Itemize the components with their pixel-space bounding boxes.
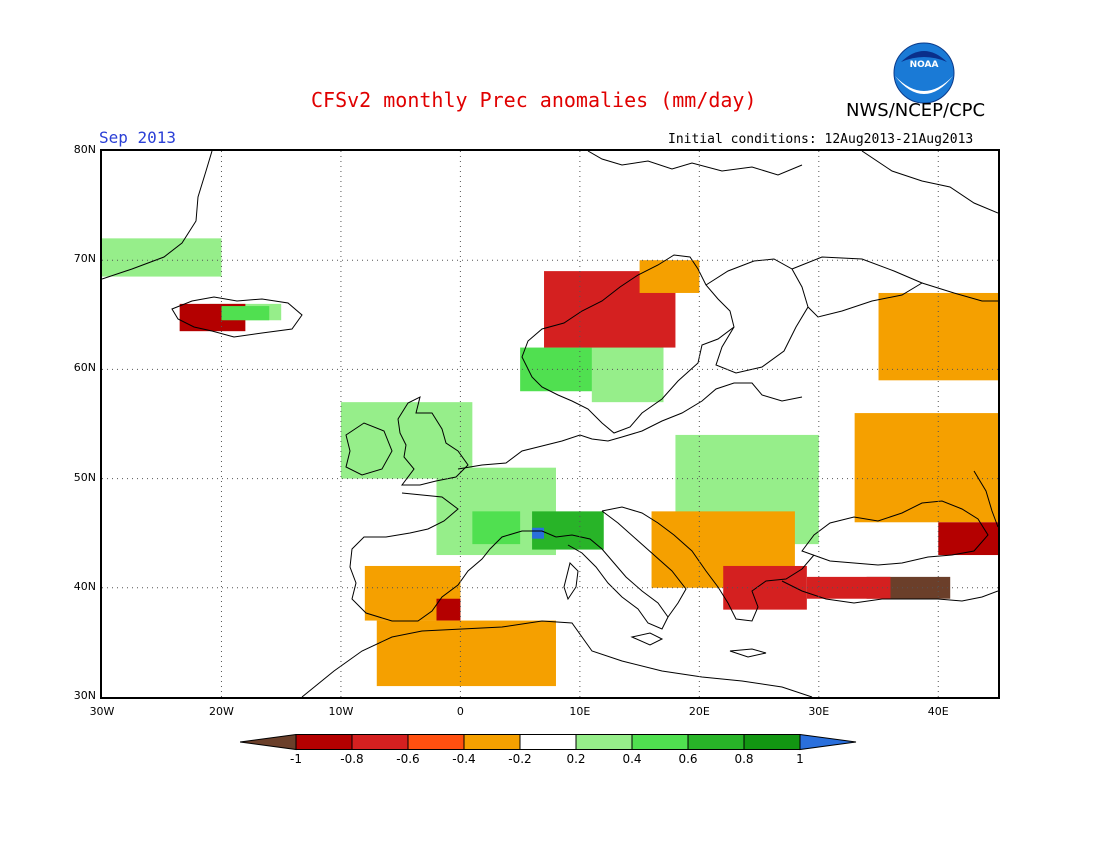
coast-balkans xyxy=(601,506,815,622)
coast-greenland xyxy=(102,151,213,280)
anomaly-layer xyxy=(102,238,998,687)
x-tick-label: 0 xyxy=(456,705,464,718)
forecast-month: Sep 2013 xyxy=(99,128,177,147)
colorbar-label: -0.8 xyxy=(340,752,364,766)
colorbar-swatch xyxy=(631,734,689,750)
chart-title: CFSv2 monthly Prec anomalies (mm/day) xyxy=(311,88,757,112)
colorbar-label: 0.6 xyxy=(678,752,698,766)
colorbar-label: -0.2 xyxy=(508,752,532,766)
coast-ireland xyxy=(345,422,393,476)
y-tick-label: 40N xyxy=(73,579,96,593)
anomaly-region-4 xyxy=(340,402,473,479)
map-canvas xyxy=(102,151,998,697)
x-tick-label: 10W xyxy=(328,705,354,718)
colorbar-label: -1 xyxy=(290,752,302,766)
initial-conditions: Initial conditions: 12Aug2013-21Aug2013 xyxy=(668,132,974,147)
anomaly-region-6 xyxy=(472,511,521,545)
anomaly-region-17 xyxy=(854,413,998,523)
coast-crete xyxy=(729,648,767,658)
coast-black-sea xyxy=(801,500,989,566)
x-tick-label: 30W xyxy=(89,705,115,718)
noaa-logo-icon: NOAA xyxy=(893,42,955,104)
colorbar-label: -0.6 xyxy=(396,752,420,766)
colorbar-max-triangle xyxy=(799,734,857,751)
colorbar-label: -0.4 xyxy=(452,752,476,766)
coast-caspian xyxy=(973,470,998,528)
coast-white-sea xyxy=(921,282,998,302)
coast-iceland xyxy=(171,296,303,338)
anomaly-region-8 xyxy=(532,527,545,539)
anomaly-region-22 xyxy=(436,598,461,621)
colorbar-swatch xyxy=(575,734,633,750)
coast-svalbard xyxy=(587,151,803,176)
colorbar-label: 0.8 xyxy=(734,752,754,766)
anomaly-region-3 xyxy=(221,306,270,321)
anomaly-map xyxy=(100,149,1000,699)
colorbar-swatch xyxy=(463,734,521,750)
y-tick-label: 80N xyxy=(73,143,96,156)
anomaly-region-18 xyxy=(938,522,998,556)
anomaly-region-20 xyxy=(806,576,891,599)
colorbar-swatch xyxy=(295,734,353,750)
colorbar xyxy=(240,734,857,751)
coast-kola xyxy=(791,256,924,318)
colorbar-label: 1 xyxy=(796,752,804,766)
coast-novaya xyxy=(861,151,998,214)
x-tick-label: 20W xyxy=(209,705,234,718)
x-tick-label: 10E xyxy=(569,705,591,718)
coast-north-africa xyxy=(301,620,813,697)
coast-great-britain xyxy=(397,396,469,486)
y-tick-label: 30N xyxy=(73,689,96,702)
y-tick-label: 60N xyxy=(73,361,96,375)
coast-turkey xyxy=(781,580,998,604)
colorbar-swatch xyxy=(351,734,409,750)
colorbar-min-triangle xyxy=(240,734,297,751)
x-tick-label: 40E xyxy=(927,705,949,718)
coastlines xyxy=(102,151,998,697)
logo-text: NOAA xyxy=(910,60,939,70)
anomaly-region-12 xyxy=(639,260,700,293)
grid-lines xyxy=(102,151,998,697)
anomaly-region-9 xyxy=(520,347,604,392)
y-tick-label: 70N xyxy=(73,252,96,266)
colorbar-label: 0.2 xyxy=(566,752,586,766)
y-tick-label: 50N xyxy=(73,470,96,484)
colorbar-swatch xyxy=(407,734,465,750)
agency-label: NWS/NCEP/CPC xyxy=(846,100,986,121)
anomaly-region-15 xyxy=(723,565,807,610)
anomaly-region-23 xyxy=(376,620,556,687)
coast-france-iberia xyxy=(349,492,557,622)
coast-sicily xyxy=(630,632,664,646)
coast-north-europe xyxy=(457,382,803,470)
x-tick-label: 30E xyxy=(808,705,830,718)
coast-corsica-sardinia xyxy=(563,562,579,601)
colorbar-label: 0.4 xyxy=(622,752,642,766)
colorbar-swatch xyxy=(743,734,801,750)
colorbar-swatch xyxy=(519,734,577,750)
colorbar-swatches xyxy=(240,734,857,751)
coast-finland xyxy=(705,258,809,374)
coast-italy-east xyxy=(601,510,687,618)
colorbar-swatch xyxy=(687,734,745,750)
x-tick-label: 20E xyxy=(688,705,710,718)
